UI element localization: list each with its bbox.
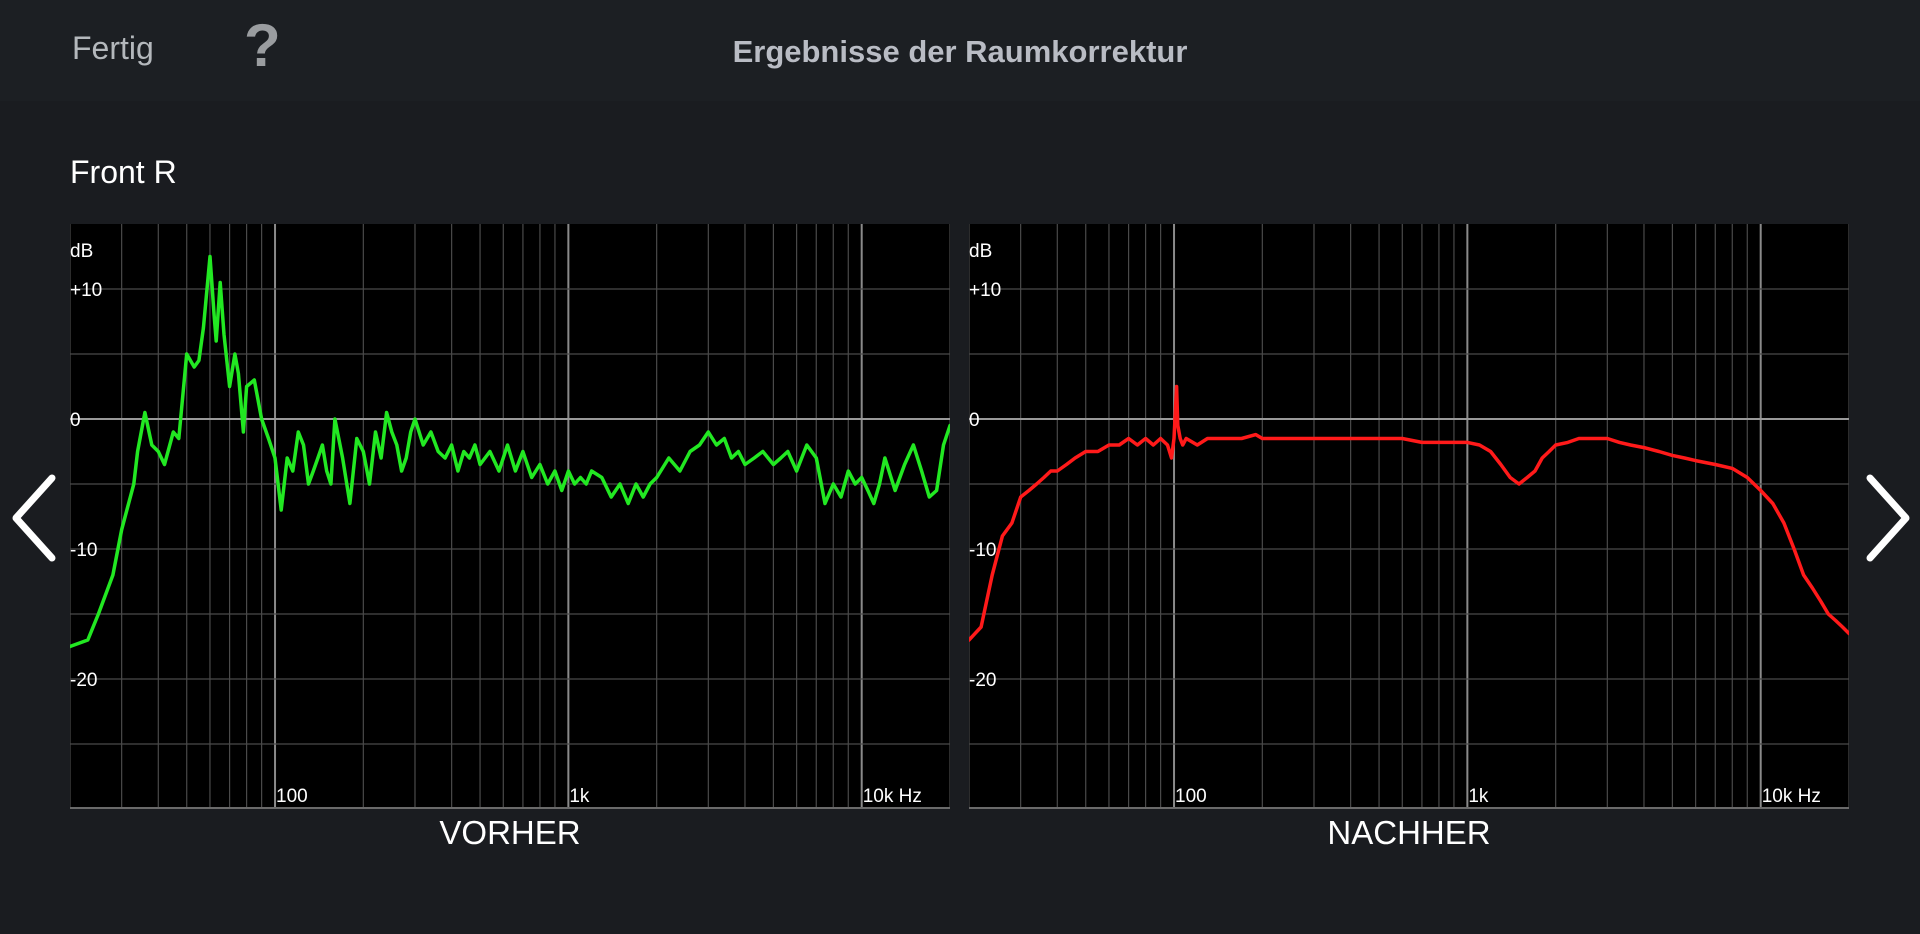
- chevron-right-icon[interactable]: [1858, 468, 1916, 568]
- x-tick-label: 1k: [569, 786, 590, 807]
- plot-background: [969, 224, 1849, 809]
- y-tick-label: -20: [70, 670, 97, 691]
- x-tick-label: 1k: [1468, 786, 1489, 807]
- channel-label: Front R: [70, 154, 177, 190]
- x-tick-label: 100: [276, 786, 308, 807]
- y-tick-label: 0: [969, 410, 980, 431]
- chart-before-svg: dB +10 0 -10 -20 100 1k 10k Hz: [70, 224, 950, 809]
- top-bar: Fertig ? Ergebnisse der Raumkorrektur: [0, 0, 1920, 101]
- question-mark-icon[interactable]: ?: [244, 12, 281, 79]
- chart-after-caption: NACHHER: [1327, 814, 1491, 851]
- series-line: [70, 254, 950, 649]
- x-tick-label: 10k Hz: [1762, 786, 1821, 807]
- y-tick-label: -10: [969, 540, 996, 561]
- chart-after: dB +10 0 -10 -20 100 1k 10k Hz: [969, 224, 1849, 809]
- x-tick-label: 10k Hz: [863, 786, 922, 807]
- y-tick-label: -10: [70, 540, 97, 561]
- plot-background: [70, 224, 950, 809]
- y-tick-label: -20: [969, 670, 996, 691]
- x-tick-label: 100: [1175, 786, 1207, 807]
- y-axis-label: dB: [969, 241, 992, 262]
- page-title: Ergebnisse der Raumkorrektur: [732, 34, 1188, 69]
- chevron-left-icon[interactable]: [6, 468, 64, 568]
- y-tick-label: +10: [70, 280, 102, 301]
- chart-after-svg: dB +10 0 -10 -20 100 1k 10k Hz: [969, 224, 1849, 809]
- series-line: [969, 384, 1849, 642]
- chart-before-caption: VORHER: [439, 814, 581, 851]
- y-axis-label: dB: [70, 241, 93, 262]
- done-button[interactable]: Fertig: [72, 30, 154, 66]
- chart-before: dB +10 0 -10 -20 100 1k 10k Hz: [70, 224, 950, 809]
- y-tick-label: +10: [969, 280, 1001, 301]
- y-tick-label: 0: [70, 410, 81, 431]
